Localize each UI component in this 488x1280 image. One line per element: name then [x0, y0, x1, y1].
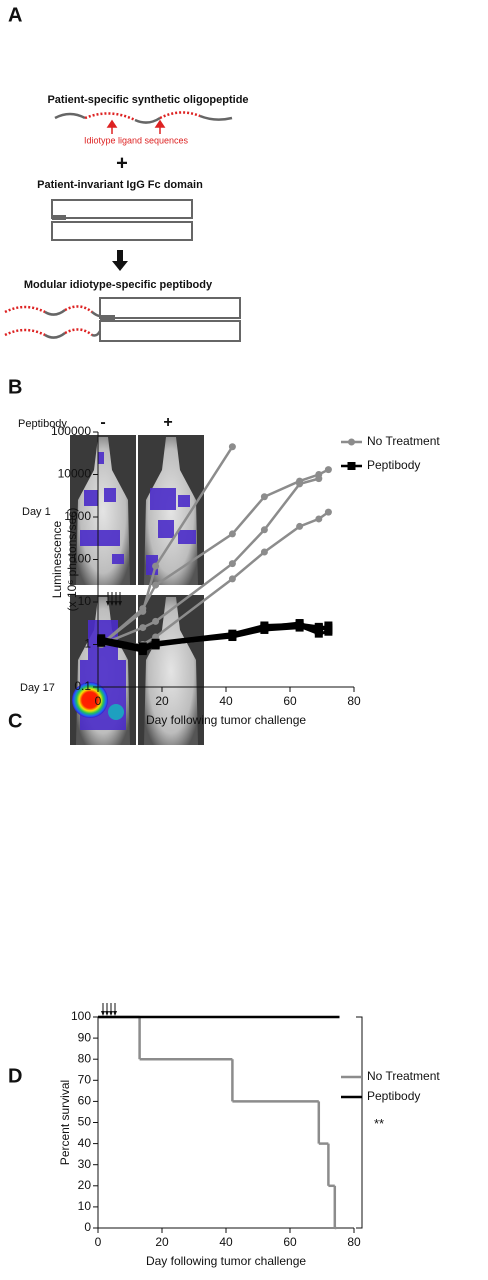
y-tick-label: 70: [78, 1072, 92, 1086]
data-point: [228, 443, 236, 451]
data-point: [324, 508, 332, 516]
y-tick-label: 0.1: [74, 679, 91, 693]
x-tick-label: 60: [283, 1235, 297, 1249]
y-tick-label: 100: [71, 1009, 91, 1023]
panel-label: A: [8, 4, 22, 26]
data-point: [315, 475, 323, 483]
x-axis-label: Day following tumor challenge: [146, 1254, 306, 1268]
data-point: [314, 622, 323, 631]
x-tick-label: 40: [219, 1235, 233, 1249]
legend-label: No Treatment: [367, 434, 440, 448]
data-point: [324, 627, 333, 636]
diagram-label: Modular idiotype-specific peptibody: [24, 279, 213, 291]
data-point: [324, 623, 333, 632]
legend-label: Peptibody: [367, 458, 420, 472]
data-point: [138, 645, 147, 654]
plus-sign: +: [116, 152, 128, 174]
significance: **: [374, 1116, 384, 1131]
peptibody: [99, 297, 241, 342]
oligopeptide: [54, 111, 233, 124]
x-axis-label: Day following tumor challenge: [146, 713, 306, 727]
hinge: [52, 215, 66, 220]
data-point: [260, 526, 268, 534]
data-point: [315, 515, 323, 523]
fc-domain: [51, 199, 193, 241]
data-point: [314, 629, 323, 638]
panel-label: B: [8, 376, 22, 398]
x-tick-label: 20: [155, 694, 169, 708]
data-point: [228, 575, 236, 583]
legend-marker: [348, 438, 355, 446]
y-tick-label: 100: [71, 552, 91, 566]
legend-label: Peptibody: [367, 1089, 420, 1103]
data-point: [260, 548, 268, 556]
data-point: [296, 480, 304, 488]
data-point: [324, 466, 332, 474]
y-tick-label: 1000: [64, 509, 91, 523]
data-point: [152, 581, 160, 589]
row-label: Day 1: [22, 506, 51, 518]
y-tick-label: 80: [78, 1051, 92, 1065]
y-tick-label: 50: [78, 1115, 92, 1129]
data-point: [152, 562, 160, 570]
ligand-arrows: [106, 119, 166, 134]
data-point: [152, 617, 160, 625]
legend-label: No Treatment: [367, 1069, 440, 1083]
y-axis-label: Luminescence: [50, 520, 64, 598]
x-tick-label: 40: [219, 694, 233, 708]
y-axis-label: (x 10⁶ photons/sec): [65, 508, 79, 612]
panel-label: D: [8, 1065, 22, 1087]
y-tick-label: 20: [78, 1178, 92, 1192]
data-point: [260, 493, 268, 501]
diagram-label: Patient-specific synthetic oligopeptide: [47, 94, 248, 106]
y-tick-label: 1: [84, 637, 91, 651]
panel-label: C: [8, 710, 22, 732]
data-point: [97, 637, 106, 646]
y-tick-label: 10000: [58, 467, 92, 481]
diagram-label: Patient-invariant IgG Fc domain: [37, 179, 203, 191]
row-label: Day 17: [20, 682, 55, 694]
y-tick-label: 40: [78, 1136, 92, 1150]
data-point: [295, 622, 304, 631]
y-tick-label: 60: [78, 1094, 92, 1108]
data-point: [151, 641, 160, 650]
y-axis-label: Percent survival: [58, 1080, 72, 1165]
data-point: [296, 522, 304, 530]
column-header: -: [100, 414, 105, 431]
peptide-arms: [4, 305, 102, 339]
data-point: [228, 631, 237, 640]
data-point: [139, 624, 147, 632]
y-tick-label: 10: [78, 594, 92, 608]
x-tick-label: 80: [347, 694, 361, 708]
y-tick-label: 90: [78, 1030, 92, 1044]
y-tick-label: 30: [78, 1157, 92, 1171]
hinge: [100, 315, 115, 320]
x-tick-label: 80: [347, 1235, 361, 1249]
bioluminescence-images: [70, 435, 204, 745]
significance-bracket: [356, 1016, 363, 1229]
legend-marker: [347, 462, 356, 470]
y-tick-label: 10: [78, 1199, 92, 1213]
y-tick-label: 0: [84, 1220, 91, 1234]
data-point: [228, 560, 236, 568]
x-tick-label: 20: [155, 1235, 169, 1249]
column-header: +: [163, 414, 172, 431]
data-point: [260, 624, 269, 633]
annotation: Idiotype ligand sequences: [84, 135, 189, 145]
data-point: [139, 605, 147, 613]
row-header: Peptibody: [18, 418, 67, 430]
x-tick-label: 60: [283, 694, 297, 708]
down-arrow: [112, 250, 128, 271]
x-tick-label: 0: [95, 694, 102, 708]
y-tick-label: 100000: [51, 424, 91, 438]
treatment-arrowheads: [101, 601, 122, 1016]
data-point: [228, 530, 236, 538]
x-tick-label: 0: [95, 1235, 102, 1249]
